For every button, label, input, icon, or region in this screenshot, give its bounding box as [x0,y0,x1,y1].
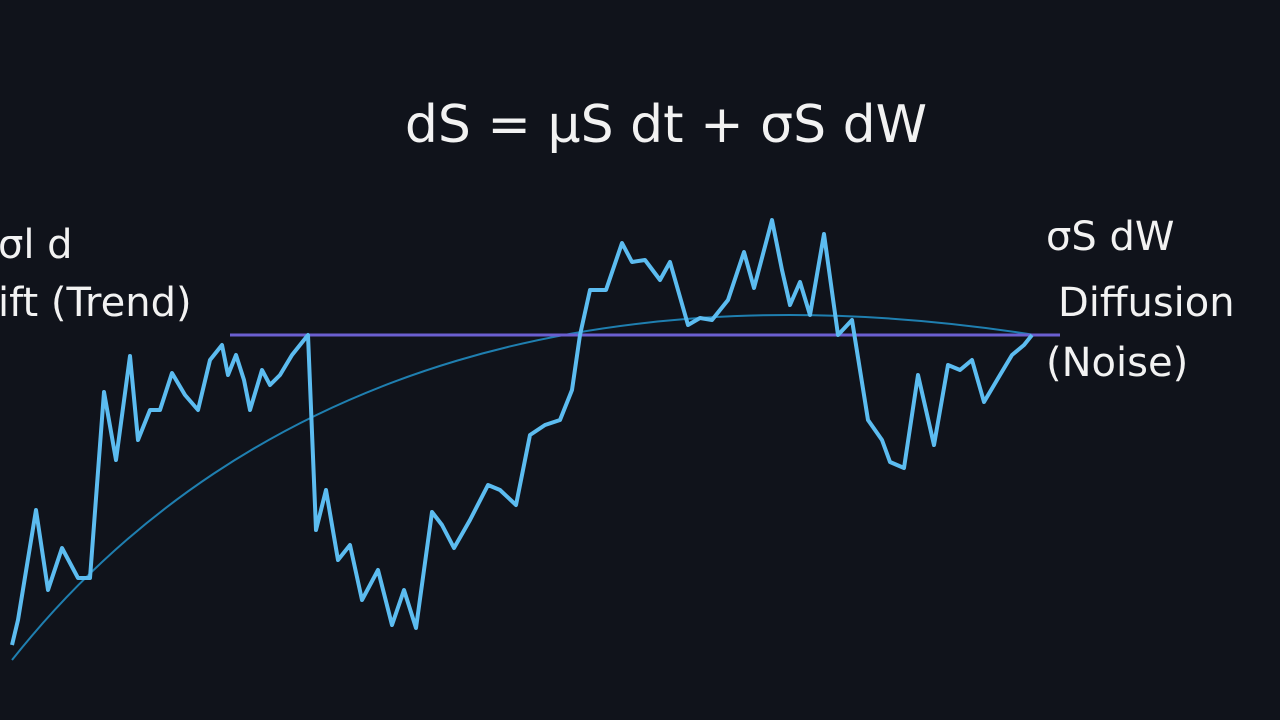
equation: dS = μS dt + σS dW [405,95,927,155]
right-note: (Noise) [1046,340,1188,386]
left-term: σl d [0,222,73,268]
drift-curve [11,314,1036,661]
left-name: ift (Trend) [0,280,192,326]
right-term: σS dW [1046,214,1174,260]
right-name: Diffusion [1058,280,1235,326]
noisy-path [10,218,1034,646]
